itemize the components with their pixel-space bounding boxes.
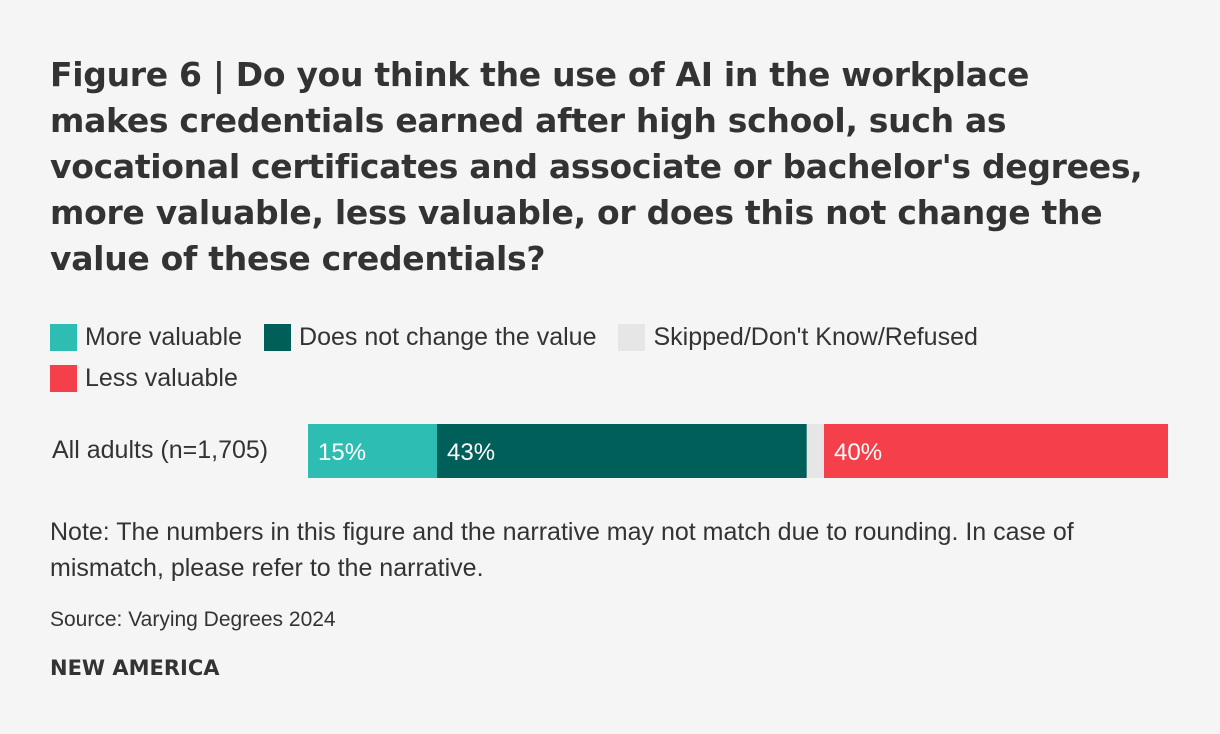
chart-source: Source: Varying Degrees 2024 <box>50 608 336 631</box>
bar-segment-skipped-don-t-know-refused <box>806 424 824 478</box>
stacked-bar-chart: All adults (n=1,705) 15% 43% 40% <box>50 422 1170 480</box>
bar-plot-area: 15% 43% 40% <box>308 424 1168 478</box>
bar-label-less-valuable: 40% <box>834 439 882 466</box>
bar-segment-does-not-change-the-value <box>437 424 807 478</box>
legend-row-2: Less valuable <box>50 361 1150 395</box>
legend-item-skipped: Skipped/Don't Know/Refused <box>618 322 978 352</box>
bar-label-more-valuable: 15% <box>318 439 366 466</box>
legend-row-1: More valuable Does not change the value … <box>50 320 1150 354</box>
chart-figure: Figure 6 | Do you think the use of AI in… <box>50 52 1170 282</box>
chart-note: Note: The numbers in this figure and the… <box>50 518 1074 582</box>
legend-label-skipped: Skipped/Don't Know/Refused <box>653 322 978 351</box>
legend-item-does-not-change: Does not change the value <box>264 323 596 352</box>
legend-label-more-valuable: More valuable <box>85 322 243 351</box>
legend-swatch-skipped <box>618 323 646 351</box>
category-label: All adults (n=1,705) <box>52 436 269 464</box>
legend-swatch-more-valuable <box>50 323 77 351</box>
brand-logo-text: NEW AMERICA <box>50 656 220 680</box>
legend-swatch-does-not-change <box>264 323 292 351</box>
legend-swatch-less-valuable <box>50 364 77 392</box>
legend-label-less-valuable: Less valuable <box>85 363 238 392</box>
chart-legend: More valuable Does not change the value … <box>50 320 1150 402</box>
bar-label-does-not-change-the-value: 43% <box>447 439 495 466</box>
legend-item-less-valuable: Less valuable <box>50 364 238 393</box>
legend-item-more-valuable: More valuable <box>50 323 242 352</box>
bar-segment-more-valuable <box>308 424 437 478</box>
bar-segment-less-valuable <box>824 424 1168 478</box>
chart-title: Figure 6 | Do you think the use of AI in… <box>50 55 1143 278</box>
legend-label-does-not-change: Does not change the value <box>299 322 597 351</box>
